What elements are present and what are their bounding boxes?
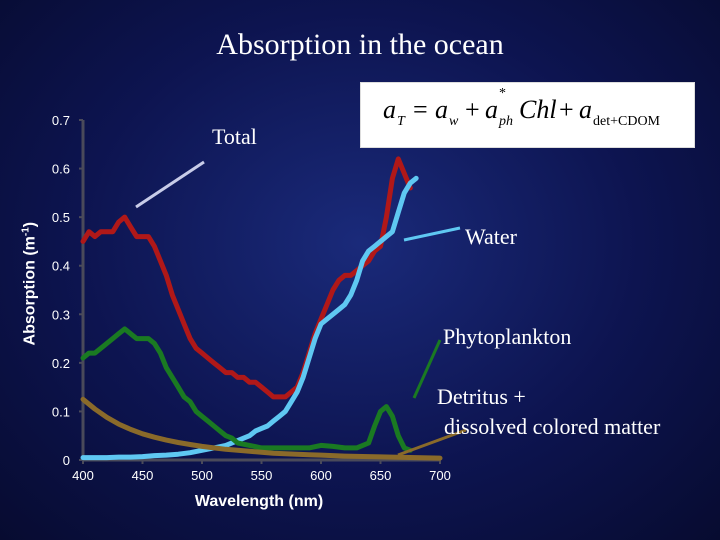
series-line-2 <box>80 326 413 453</box>
pointer-phytoplankton <box>412 339 442 399</box>
x-axis-label: Wavelength (nm) <box>195 493 323 510</box>
eq-term3-sub: det+CDOM <box>593 114 661 129</box>
y-tick-label: 0 <box>63 453 70 468</box>
axes: 0 0.1 0.2 0.3 0.4 0.5 0.6 0.7 400 450 500 550 600 650… <box>52 113 451 483</box>
y-tick-label: 0.5 <box>52 210 70 225</box>
eq-plus2: + <box>559 95 574 124</box>
equation-box: a T = a w + a * ph Chl + a det+CDOM <box>360 82 695 148</box>
pointer-water <box>403 226 461 242</box>
label-water: Water <box>465 224 517 249</box>
eq-term3: a <box>579 95 592 124</box>
eq-term2-sub: ph <box>498 114 513 129</box>
pointer-lines <box>135 160 467 457</box>
eq-term1-sub: w <box>449 114 459 129</box>
y-axis-label: Absorption (m-1) <box>20 221 39 346</box>
eq-term1: a <box>435 95 448 124</box>
y-tick-label: 0.4 <box>52 259 70 274</box>
page-title: Absorption in the ocean <box>216 28 504 61</box>
y-tick-label: 0.7 <box>52 113 70 128</box>
eq-chl: Chl <box>519 95 557 124</box>
label-detritus-line1: Detritus + <box>437 384 526 409</box>
y-tick-label: 0.1 <box>52 404 70 419</box>
eq-term2-sup: * <box>499 86 506 101</box>
eq-equals: = <box>413 95 428 124</box>
label-phytoplankton: Phytoplankton <box>443 324 572 349</box>
x-tick-label: 400 <box>72 468 94 483</box>
y-tick-label: 0.6 <box>52 162 70 177</box>
series-line-3 <box>80 396 443 461</box>
y-tick-label: 0.2 <box>52 356 70 371</box>
eq-plus1: + <box>465 95 480 124</box>
y-tick-label: 0.3 <box>52 307 70 322</box>
equation: a T = a w + a * ph Chl + a det+CDOM <box>383 86 661 129</box>
pointer-total <box>135 160 205 209</box>
series-group <box>80 156 443 461</box>
eq-lhs-sub: T <box>397 114 406 129</box>
label-total: Total <box>212 124 257 149</box>
x-tick-label: 500 <box>191 468 213 483</box>
pointer-detritus <box>397 428 467 457</box>
series-line-1 <box>80 175 419 461</box>
x-tick-label: 450 <box>132 468 154 483</box>
x-tick-label: 550 <box>251 468 273 483</box>
label-detritus-line2: dissolved colored matter <box>444 414 661 439</box>
x-tick-label: 650 <box>370 468 392 483</box>
series-line-0 <box>80 156 413 400</box>
eq-lhs: a <box>383 95 396 124</box>
x-tick-label: 700 <box>429 468 451 483</box>
x-tick-label: 600 <box>310 468 332 483</box>
eq-term2: a <box>485 95 498 124</box>
